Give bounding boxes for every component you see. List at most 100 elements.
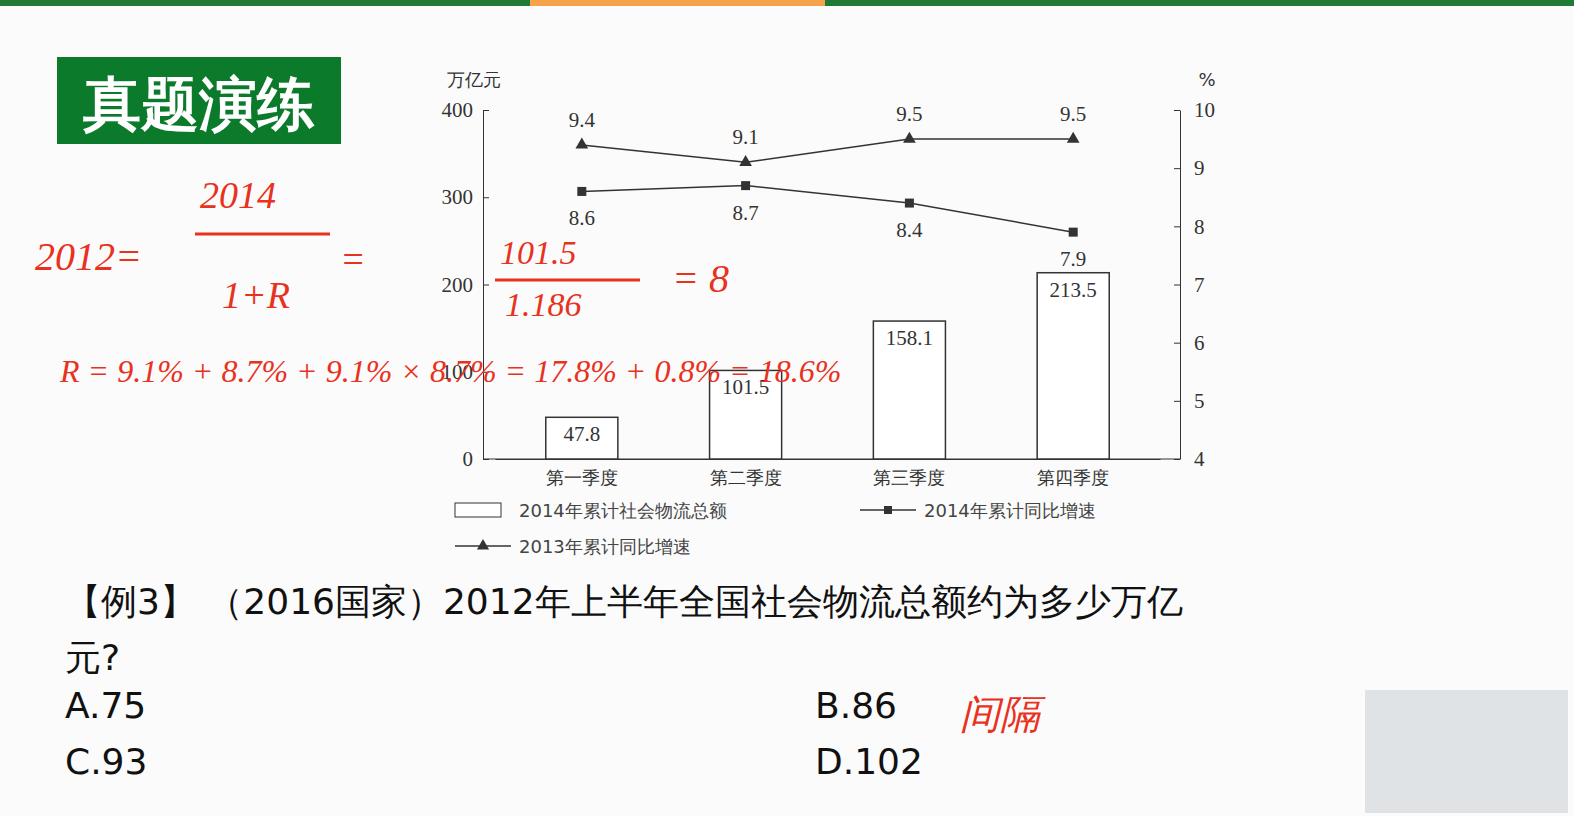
tick-mark [1174, 343, 1180, 344]
y2-axis-title: % [1198, 69, 1215, 90]
bar [873, 321, 945, 459]
tick-label: 400 [442, 98, 474, 122]
tick-label: 200 [442, 273, 474, 297]
tick-label: 第一季度 [546, 467, 618, 488]
tick-mark [1174, 168, 1180, 169]
annotation: 2014 [200, 174, 276, 216]
top-strip-tab [530, 0, 825, 6]
tick: 5 [1174, 389, 1205, 413]
legend-item: 2014年累计社会物流总额 [455, 500, 727, 521]
data-label: 9.1 [732, 125, 758, 149]
annotation: = [340, 238, 366, 280]
tick-label: 300 [442, 185, 474, 209]
annotation: R = 9.1% + 8.7% + 9.1% × 8.7% = 17.8% + … [59, 353, 841, 389]
legend-label: 2013年累计同比增速 [519, 536, 691, 557]
question-text: 【例3】 （2016国家）2012年上半年全国社会物流总额约为多少万亿 [65, 581, 1183, 622]
background [0, 0, 1574, 816]
webcam-frame [1365, 690, 1568, 813]
question-text: 元? [65, 637, 120, 678]
question-option: C.93 [65, 741, 147, 782]
tick: 第三季度 [873, 459, 945, 488]
tick-label: 8 [1194, 215, 1205, 239]
tick: 6 [1174, 331, 1205, 355]
series-line [582, 139, 1073, 162]
tick-mark [483, 197, 489, 198]
tick-label: 4 [1194, 447, 1205, 471]
tick-mark [1174, 226, 1180, 227]
marker [903, 132, 916, 143]
fraction-bar [195, 233, 330, 236]
annotation: 1+R [222, 274, 290, 316]
tick-label: 5 [1194, 389, 1205, 413]
legend-marker [884, 506, 892, 514]
marker [577, 187, 586, 196]
question-option: B.86 [815, 685, 897, 726]
tick-label: 第三季度 [873, 467, 945, 488]
tick-mark [483, 110, 489, 111]
data-label: 8.6 [569, 206, 595, 230]
marker [741, 181, 750, 190]
tick: 第一季度 [546, 459, 618, 488]
tick: 第四季度 [1037, 459, 1109, 488]
data-label: 8.7 [732, 201, 758, 225]
tick: 第二季度 [710, 459, 782, 488]
top-strip [0, 0, 1574, 6]
tick: 7 [1174, 273, 1205, 297]
annotation: 1.186 [505, 286, 582, 323]
marker [1067, 132, 1080, 143]
bar [546, 417, 618, 459]
tick-mark [1174, 401, 1180, 402]
annotation: 101.5 [500, 234, 577, 271]
tick-mark [1174, 110, 1180, 111]
tick-label: 第二季度 [710, 467, 782, 488]
data-label: 7.9 [1060, 247, 1086, 271]
annotation: = 8 [672, 256, 729, 301]
y-axis-title: 万亿元 [447, 69, 501, 90]
axis: 0100200300400 [442, 98, 490, 471]
tick: 10 [1174, 98, 1215, 122]
tick-label: 10 [1194, 98, 1215, 122]
tick: 400 [442, 98, 490, 122]
legend-item: 2014年累计同比增速 [860, 500, 1096, 521]
tick-mark [1174, 285, 1180, 286]
tick-label: 第四季度 [1037, 467, 1109, 488]
data-label: 9.4 [569, 108, 596, 132]
data-label: 213.5 [1050, 278, 1097, 302]
tick: 9 [1174, 156, 1205, 180]
tick-label: 7 [1194, 273, 1205, 297]
legend-marker [477, 539, 489, 550]
bar [1037, 273, 1109, 459]
tick-label: 0 [463, 447, 474, 471]
data-labels: 47.8101.5158.1213.58.68.78.47.99.49.19.5… [563, 102, 1096, 446]
legend: 2014年累计社会物流总额 2014年累计同比增速 2013年累计同比增速 [455, 500, 1096, 557]
header-title: 真题演练 [82, 70, 315, 138]
tick-mark [483, 285, 489, 286]
data-label: 47.8 [563, 422, 600, 446]
tick-label: 6 [1194, 331, 1205, 355]
marker [739, 155, 752, 166]
legend-label: 2014年累计社会物流总额 [519, 500, 727, 521]
header-box [57, 57, 341, 144]
question-option: D.102 [815, 741, 923, 782]
marker [575, 138, 588, 149]
data-label: 9.5 [896, 102, 922, 126]
data-label: 9.5 [1060, 102, 1086, 126]
slide: 真题演练010020030040045678910第一季度第二季度第三季度第四季… [0, 0, 1574, 816]
annotation: 间隔 [960, 692, 1046, 737]
plot-marks [546, 132, 1109, 459]
axis: 第一季度 第二季度 第三季度 第四季度 [496, 459, 1161, 488]
data-label: 8.4 [896, 218, 923, 242]
legend-swatch [455, 503, 501, 517]
tick-label: 9 [1194, 156, 1205, 180]
marker [1069, 228, 1078, 237]
legend-item: 2013年累计同比增速 [455, 536, 691, 557]
axis: 4 5 6 7 8 9 10 [1174, 98, 1215, 471]
annotation: 2012= [35, 234, 142, 279]
question-option: A.75 [65, 685, 146, 726]
fraction-bar [495, 279, 640, 282]
data-label: 158.1 [886, 326, 933, 350]
annotations: 2012= 2014 1+R = 101.5 1.186 = 8 R = 9.1% + 8.7… [35, 174, 1046, 737]
tick: 200 [442, 273, 490, 297]
tick: 300 [442, 185, 490, 209]
marker [905, 199, 914, 208]
